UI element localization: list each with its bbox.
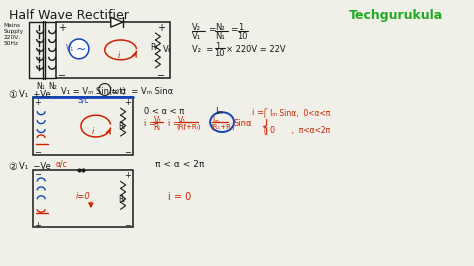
Text: Half Wave Rectifier: Half Wave Rectifier	[9, 9, 129, 22]
Text: × 220V = 22V: × 220V = 22V	[226, 45, 286, 54]
Text: −: −	[157, 71, 165, 81]
Text: −: −	[58, 71, 66, 81]
Text: Iₘ: Iₘ	[215, 107, 223, 116]
Bar	[56, 22, 170, 78]
Text: =: =	[230, 25, 237, 34]
Text: i = 0: i = 0	[168, 192, 191, 202]
Text: Mains
Supply
220V,
50Hz: Mains Supply 220V, 50Hz	[3, 23, 24, 45]
Text: V₀: V₀	[163, 45, 172, 54]
Text: ⎧ Iₘ Sinα,  0<α<π: ⎧ Iₘ Sinα, 0<α<π	[262, 108, 330, 118]
Text: V₂  =: V₂ =	[192, 45, 213, 54]
Text: Rₗ: Rₗ	[118, 195, 126, 204]
Text: N₂: N₂	[48, 82, 57, 90]
Text: N₁: N₁	[36, 82, 45, 90]
Text: −: −	[34, 148, 41, 157]
Polygon shape	[111, 17, 123, 27]
Text: −: −	[34, 171, 41, 180]
Text: +: +	[124, 98, 130, 107]
Text: L: L	[155, 45, 158, 50]
Text: 1: 1	[215, 42, 220, 51]
Text: V₁: V₁	[192, 32, 201, 41]
Text: i: i	[118, 51, 120, 60]
Text: Techgurukula: Techgurukula	[349, 9, 444, 22]
Text: ⎩ 0       ,  π<α<2π: ⎩ 0 , π<α<2π	[262, 125, 330, 135]
Text: 0 < α < π: 0 < α < π	[144, 107, 184, 116]
Text: N₁: N₁	[215, 32, 225, 41]
Text: i: i	[92, 127, 94, 136]
Text: ~: ~	[76, 42, 86, 55]
Text: V₁: V₁	[178, 116, 187, 125]
Text: +: +	[124, 171, 130, 180]
Text: ⎨: ⎨	[262, 118, 271, 134]
Text: 10: 10	[214, 49, 225, 58]
Text: i =: i =	[168, 119, 181, 128]
Text: i =: i =	[252, 108, 264, 117]
Text: α/c: α/c	[56, 160, 68, 169]
Text: Rₗ: Rₗ	[154, 123, 160, 132]
Text: ②: ②	[9, 162, 17, 172]
Text: i =: i =	[144, 119, 155, 128]
Text: +: +	[34, 221, 41, 230]
Text: N₂: N₂	[215, 23, 225, 32]
Text: +: +	[34, 98, 41, 107]
Text: ①: ①	[9, 90, 17, 101]
Text: +: +	[157, 23, 165, 33]
Text: −: −	[124, 221, 131, 230]
Text: π < α < 2π: π < α < 2π	[155, 160, 205, 169]
Text: +: +	[58, 23, 66, 33]
Text: =: =	[208, 25, 216, 34]
Circle shape	[69, 39, 89, 59]
Text: −: −	[124, 148, 131, 157]
Text: V₁ = Vₘ Sin(ωt): V₁ = Vₘ Sin(ωt)	[61, 88, 126, 97]
Text: i=0: i=0	[76, 192, 91, 201]
Text: Rₗ: Rₗ	[118, 122, 126, 131]
Text: V₁: V₁	[154, 116, 162, 125]
Text: R: R	[151, 43, 156, 52]
Text: V₁: V₁	[66, 44, 74, 53]
Text: 10: 10	[237, 32, 247, 41]
Text: Sinα: Sinα	[233, 119, 252, 128]
Text: S/c: S/c	[78, 95, 90, 104]
Text: V₂: V₂	[192, 23, 201, 32]
Text: V₁  +Ve: V₁ +Ve	[19, 90, 51, 99]
Bar	[33, 170, 133, 227]
Text: V₁  −Ve: V₁ −Ve	[19, 162, 51, 171]
Text: (R₁+Rₗ): (R₁+Rₗ)	[210, 123, 235, 130]
Text: (Rƒ+Rₗ): (Rƒ+Rₗ)	[176, 123, 201, 130]
Text: Iₘ: Iₘ	[212, 116, 219, 125]
Text: 1: 1	[238, 23, 243, 32]
Text: = α  = Vₘ Sinα: = α = Vₘ Sinα	[111, 88, 173, 97]
Bar	[33, 97, 133, 155]
